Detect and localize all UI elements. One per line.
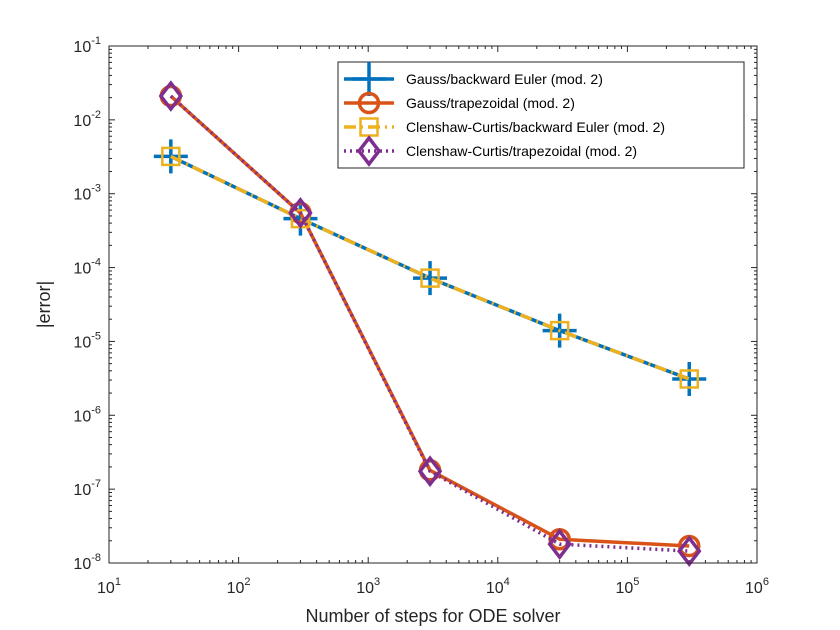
y-tick-label: 10-3 [73, 183, 101, 204]
y-tick-label: 10-4 [73, 257, 101, 278]
legend-marker [352, 62, 386, 96]
axes-box [108, 45, 758, 564]
y-tick-label: 10-8 [73, 552, 101, 573]
legend-box [337, 61, 745, 169]
series-4-point [417, 455, 443, 488]
legend-label: Gauss/backward Euler (mod. 2) [406, 71, 603, 87]
legend-marker [357, 91, 381, 115]
tick-labels: 101 102 103 104 105 106 10-8 10-7 10-6 10-5 10-4 10… [73, 35, 769, 597]
series-3-point [420, 268, 440, 288]
series-4 [158, 80, 702, 567]
y-tick-label: 10-1 [73, 35, 101, 56]
legend-label: Clenshaw-Curtis/backward Euler (mod. 2) [406, 119, 665, 135]
series-layer [153, 80, 707, 567]
series-1-point [413, 261, 448, 296]
series-1-point [672, 361, 707, 396]
x-tick-label: 104 [486, 576, 510, 597]
y-tick-label: 10-5 [73, 330, 101, 351]
legend: Gauss/backward Euler (mod. 2) Gauss/trape… [337, 61, 745, 169]
x-tick-label: 106 [745, 576, 769, 597]
legend-entry: Gauss/backward Euler (mod. 2) [344, 62, 603, 96]
series-3-point [549, 320, 570, 341]
x-tick-label: 102 [227, 576, 251, 597]
series-3-point [161, 146, 181, 167]
x-tick-label: 105 [615, 576, 639, 597]
x-tick-label: 101 [97, 576, 121, 597]
y-axis-label: |error| [34, 281, 54, 328]
y-tick-label: 10-7 [73, 478, 101, 499]
series-1-point [283, 201, 318, 236]
series-4-point [158, 80, 184, 112]
series-3-point [679, 369, 699, 389]
x-tick-label: 103 [356, 576, 380, 597]
series-4-point [677, 535, 702, 567]
series-4-point [288, 197, 313, 229]
series-4-point [547, 528, 572, 561]
legend-marker [356, 135, 382, 167]
y-tick-label: 10-6 [73, 404, 101, 425]
series-4-line [169, 94, 690, 553]
legend-entry: Clenshaw-Curtis/backward Euler (mod. 2) [344, 117, 665, 137]
x-axis-label: Number of steps for ODE solver [305, 606, 560, 626]
legend-label: Gauss/trapezoidal (mod. 2) [406, 95, 575, 111]
legend-entry: Gauss/trapezoidal (mod. 2) [344, 91, 575, 115]
legend-label: Clenshaw-Curtis/trapezoidal (mod. 2) [406, 143, 637, 159]
legend-entry: Clenshaw-Curtis/trapezoidal (mod. 2) [344, 135, 637, 167]
series-3 [161, 146, 699, 389]
y-tick-label: 10-2 [73, 109, 101, 130]
